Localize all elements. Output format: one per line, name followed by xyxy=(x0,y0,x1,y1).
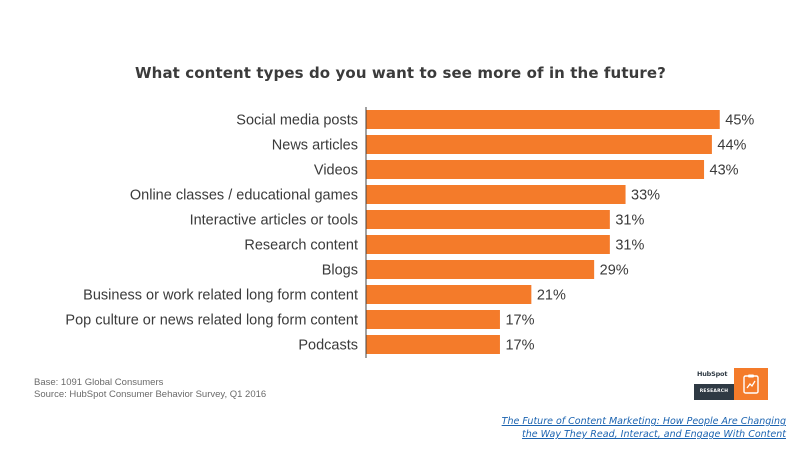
bar xyxy=(366,335,500,354)
logo-research-label: RESEARCH xyxy=(694,384,734,400)
value-label: 29% xyxy=(600,263,629,279)
category-label: News articles xyxy=(272,138,358,154)
bar xyxy=(366,185,626,204)
category-label: Interactive articles or tools xyxy=(190,213,358,229)
category-label: Blogs xyxy=(322,263,358,279)
category-label: Social media posts xyxy=(236,113,358,129)
bar xyxy=(366,285,532,304)
value-label: 17% xyxy=(505,313,534,329)
logo-orange-panel xyxy=(734,368,768,400)
footnote-source: Source: HubSpot Consumer Behavior Survey… xyxy=(34,389,267,400)
value-label: 43% xyxy=(710,163,739,179)
bar xyxy=(366,310,500,329)
hubspot-research-logo: HubSpot RESEARCH xyxy=(694,368,768,400)
logo-brand: HubSpot xyxy=(697,370,728,378)
value-label: 17% xyxy=(505,338,534,354)
category-label: Research content xyxy=(244,238,358,254)
category-label: Videos xyxy=(314,163,358,179)
bar xyxy=(366,135,712,154)
bar xyxy=(366,210,610,229)
credit-link-line-1[interactable]: The Future of Content Marketing: How Peo… xyxy=(501,416,786,427)
clipboard-chart-icon xyxy=(743,374,759,394)
value-label: 33% xyxy=(631,188,660,204)
bar xyxy=(366,235,610,254)
value-label: 21% xyxy=(537,288,566,304)
logo-left-panel: HubSpot RESEARCH xyxy=(694,368,734,400)
bar xyxy=(366,110,720,129)
value-label: 31% xyxy=(615,238,644,254)
bar xyxy=(366,160,705,179)
credit-link-line-2[interactable]: the Way They Read, Interact, and Engage … xyxy=(522,429,786,440)
category-label: Business or work related long form conte… xyxy=(83,288,358,304)
category-label: Pop culture or news related long form co… xyxy=(65,313,358,329)
category-label: Online classes / educational games xyxy=(130,188,358,204)
value-label: 45% xyxy=(725,113,754,129)
bars-group: Social media posts 45% News articles 44% Vid… xyxy=(65,110,754,354)
bar xyxy=(366,260,595,279)
footnote-base: Base: 1091 Global Consumers xyxy=(34,377,164,388)
chart-title: What content types do you want to see mo… xyxy=(135,64,666,82)
category-label: Podcasts xyxy=(298,338,358,354)
value-label: 44% xyxy=(717,138,746,154)
value-label: 31% xyxy=(615,213,644,229)
